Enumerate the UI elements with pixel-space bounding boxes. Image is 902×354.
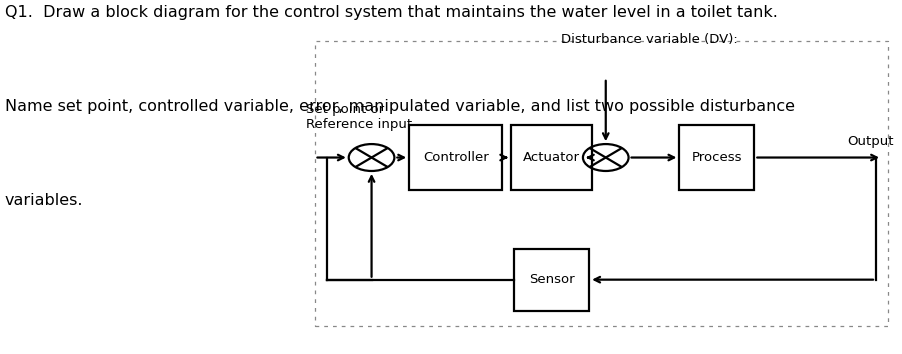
FancyBboxPatch shape — [511, 125, 592, 190]
Text: Q1.  Draw a block diagram for the control system that maintains the water level : Q1. Draw a block diagram for the control… — [5, 5, 777, 20]
Text: Name set point, controlled variable, error, manipulated variable, and list two p: Name set point, controlled variable, err… — [5, 99, 794, 114]
FancyBboxPatch shape — [678, 125, 753, 190]
Text: Actuator: Actuator — [522, 151, 580, 164]
Text: Disturbance variable (DV):: Disturbance variable (DV): — [560, 33, 737, 46]
Text: Process: Process — [691, 151, 741, 164]
FancyBboxPatch shape — [409, 125, 502, 190]
FancyBboxPatch shape — [513, 249, 589, 311]
Text: Output: Output — [847, 135, 893, 148]
Text: Controller: Controller — [422, 151, 488, 164]
Text: variables.: variables. — [5, 193, 83, 208]
Text: Sensor: Sensor — [529, 273, 574, 286]
Text: Set point or
Reference input: Set point or Reference input — [305, 103, 411, 131]
